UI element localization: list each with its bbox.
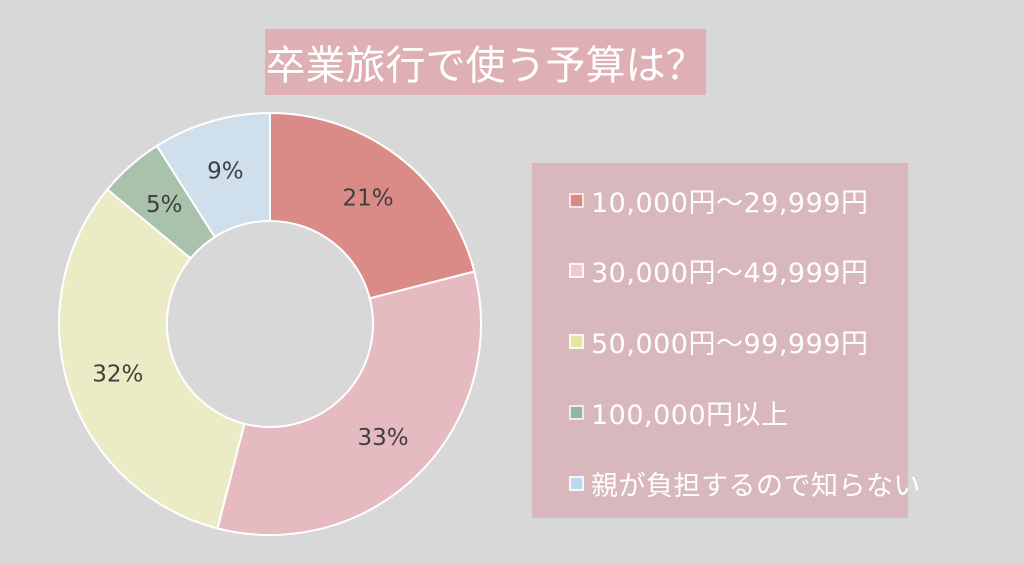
legend-item-label: 100,000円以上 bbox=[591, 399, 789, 431]
pie-slice-1 bbox=[216, 270, 482, 536]
legend-item-label: 50,000円〜99,999円 bbox=[591, 329, 869, 360]
slice-percent-label: 32% bbox=[92, 361, 143, 387]
legend-item: 30,000円〜49,999円 bbox=[569, 256, 894, 289]
legend-item: 50,000円〜99,999円 bbox=[569, 327, 894, 360]
chart-title-banner: 卒業旅行で使う予算は？ bbox=[265, 29, 706, 95]
legend-swatch-icon bbox=[569, 404, 584, 420]
chart-title: 卒業旅行で使う予算は？ bbox=[265, 43, 706, 89]
legend-item: 10,000円〜29,999円 bbox=[569, 185, 894, 219]
legend-item-label: 30,000円〜49,999円 bbox=[591, 258, 869, 290]
slice-percent-label: 33% bbox=[358, 425, 409, 451]
legend-item: 100,000円以上 bbox=[569, 397, 894, 431]
chart-legend: 10,000円〜29,999円 30,000円〜49,999円 50,000円〜… bbox=[532, 163, 921, 518]
legend-item-label: 10,000円〜29,999円 bbox=[591, 187, 869, 219]
legend-swatch-icon bbox=[569, 475, 584, 491]
legend-item: 親が負担するので知らない bbox=[569, 468, 921, 502]
donut-chart: 21% 33% 32% 5% 9% bbox=[58, 112, 482, 536]
pie-slice-0 bbox=[269, 112, 476, 300]
legend-swatch-icon bbox=[569, 192, 584, 208]
slice-percent-label: 9% bbox=[207, 158, 244, 184]
pie-slice-4 bbox=[155, 112, 271, 239]
legend-swatch-icon bbox=[569, 263, 584, 279]
legend-item-label: 親が負担するので知らない bbox=[591, 470, 921, 502]
slice-percent-label: 5% bbox=[146, 192, 183, 218]
legend-swatch-icon bbox=[569, 334, 584, 349]
pie-slice-2 bbox=[58, 188, 246, 530]
slice-percent-label: 21% bbox=[343, 186, 394, 212]
